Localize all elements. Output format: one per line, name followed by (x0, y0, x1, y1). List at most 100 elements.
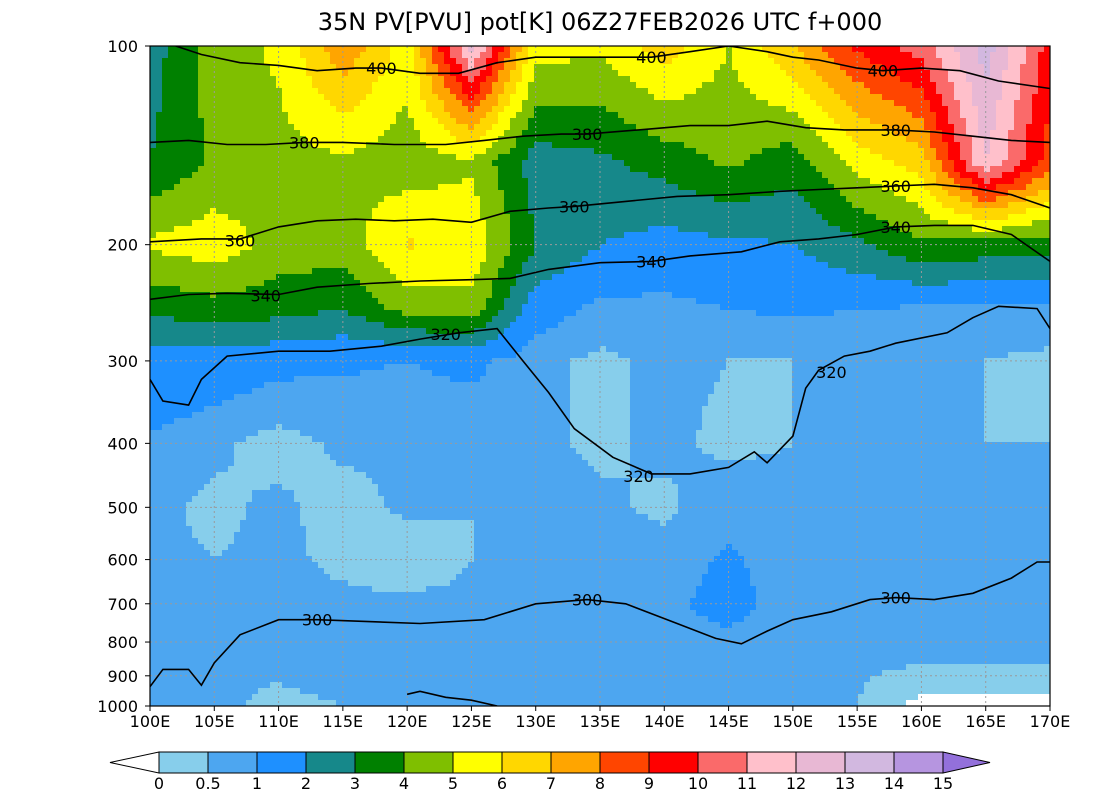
pv-cell (174, 256, 181, 263)
pv-cell (390, 496, 397, 503)
pv-cell (354, 592, 361, 599)
pv-cell (306, 580, 313, 587)
pv-cell (408, 340, 415, 347)
pv-cell (282, 262, 289, 269)
pv-cell (300, 586, 307, 593)
pv-cell (198, 280, 205, 287)
pv-cell (192, 322, 199, 329)
pv-cell (366, 490, 373, 497)
pv-cell (312, 208, 319, 215)
pv-cell (390, 676, 397, 683)
pv-cell (360, 478, 367, 485)
pv-cell (174, 682, 181, 689)
pv-cell (300, 244, 307, 251)
pv-cell (168, 586, 175, 593)
pv-cell (360, 82, 367, 89)
pv-cell (342, 148, 349, 155)
pv-cell (300, 460, 307, 467)
pv-cell (198, 658, 205, 665)
pv-cell (378, 568, 385, 575)
pv-cell (348, 502, 355, 509)
pv-cell (222, 658, 229, 665)
pv-cell (330, 292, 337, 299)
pv-cell (336, 466, 343, 473)
pv-cell (246, 226, 253, 233)
pv-cell (162, 364, 169, 371)
pv-cell (336, 586, 343, 593)
pv-cell (300, 196, 307, 203)
pv-cell (396, 604, 403, 611)
pv-cell (348, 484, 355, 491)
pv-cell (270, 58, 277, 65)
pv-cell (246, 244, 253, 251)
pv-cell (216, 328, 223, 335)
pv-cell (414, 46, 421, 53)
pv-cell (198, 586, 205, 593)
pv-cell (324, 502, 331, 509)
pv-cell (264, 154, 271, 161)
pv-cell (186, 352, 193, 359)
pv-cell (150, 76, 157, 83)
pv-cell (312, 610, 319, 617)
pv-cell (270, 208, 277, 215)
pv-cell (288, 400, 295, 407)
pv-cell (318, 232, 325, 239)
pv-cell (252, 520, 259, 527)
pv-cell (204, 88, 211, 95)
pv-cell (156, 310, 163, 317)
pv-cell (168, 58, 175, 65)
pv-cell (306, 406, 313, 413)
pv-cell (276, 52, 283, 59)
pv-cell (270, 418, 277, 425)
pv-cell (270, 574, 277, 581)
pv-cell (282, 172, 289, 179)
pv-cell (330, 472, 337, 479)
pv-cell (324, 580, 331, 587)
pv-cell (192, 154, 199, 161)
pv-cell (396, 352, 403, 359)
pv-cell (342, 46, 349, 53)
pv-cell (180, 334, 187, 341)
pv-cell (354, 208, 361, 215)
pv-cell (222, 268, 229, 275)
pv-cell (354, 598, 361, 605)
pv-cell (294, 394, 301, 401)
pv-cell (336, 112, 343, 119)
pv-cell (186, 58, 193, 65)
pv-cell (264, 328, 271, 335)
pv-cell (372, 46, 379, 53)
pv-cell (372, 430, 379, 437)
pv-cell (384, 178, 391, 185)
pv-cell (312, 190, 319, 197)
pv-cell (270, 334, 277, 341)
pv-cell (222, 100, 229, 107)
pv-cell (342, 634, 349, 641)
pv-cell (210, 586, 217, 593)
pv-cell (318, 418, 325, 425)
pv-cell (264, 346, 271, 353)
pv-cell (246, 136, 253, 143)
pv-cell (168, 286, 175, 293)
pv-cell (222, 562, 229, 569)
pv-cell (318, 172, 325, 179)
pv-cell (288, 46, 295, 53)
pv-cell (372, 220, 379, 227)
pv-cell (294, 700, 301, 706)
pv-cell (192, 100, 199, 107)
pv-cell (252, 694, 259, 701)
pv-cell (234, 550, 241, 557)
pv-cell (372, 442, 379, 449)
pv-cell (234, 88, 241, 95)
pv-cell (270, 586, 277, 593)
pv-cell (336, 148, 343, 155)
pv-cell (360, 340, 367, 347)
pv-cell (168, 118, 175, 125)
pv-cell (300, 124, 307, 131)
pv-cell (156, 556, 163, 563)
pv-cell (348, 694, 355, 701)
pv-cell (252, 634, 259, 641)
pv-cell (384, 676, 391, 683)
pv-cell (210, 310, 217, 317)
pv-cell (252, 310, 259, 317)
pv-cell (408, 688, 415, 695)
